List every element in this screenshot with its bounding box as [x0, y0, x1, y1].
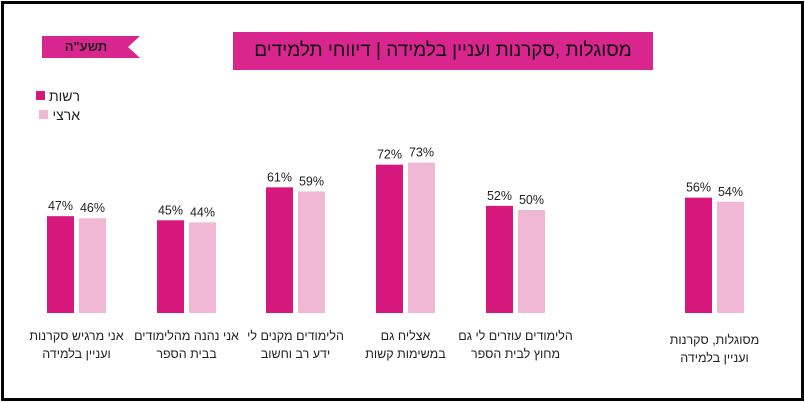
bar-arzi: [79, 218, 106, 313]
category-label: אני מרגיש סקרנות ועניין בלמידה: [17, 327, 137, 363]
category-label-line: ידע רב וחשוב: [260, 347, 331, 361]
legend-label: רשות: [49, 87, 81, 104]
bar-rashut: [685, 197, 712, 313]
year-tag: תשע"ה: [42, 36, 140, 58]
year-label: תשע"ה: [64, 39, 108, 54]
legend-swatch: [39, 110, 49, 119]
bar-arzi: [518, 210, 545, 313]
category-label-line: אני נהנה מהלימודים: [134, 329, 239, 343]
bar-rashut: [376, 164, 403, 313]
category-label: הלימודים מקנים לי ידע רב וחשוב: [236, 327, 356, 363]
category-label-line: אצליח גם: [380, 329, 431, 343]
bar-arzi: [717, 201, 744, 313]
chart-title: מסוגלות ,סקרנות ועניין בלמידה | דיווחי ת…: [233, 32, 653, 70]
data-label: 44%: [190, 205, 215, 219]
bar-rashut: [266, 187, 293, 313]
data-label: 73%: [409, 146, 434, 160]
category-label: מסוגלות, סקרנות ועניין בלמידה: [655, 331, 775, 367]
bar-rashut: [486, 205, 513, 313]
category-label: הלימודים עוזרים לי גם מחוץ לבית הספר: [456, 327, 576, 363]
data-label: 46%: [80, 201, 105, 215]
category-label-line: הלימודים עוזרים לי גם: [458, 329, 573, 343]
category-label-line: ועניין בלמידה: [42, 347, 111, 361]
legend-item-rashut: רשות: [36, 86, 80, 105]
data-label: 50%: [519, 193, 544, 207]
category-label-line: אני מרגיש סקרנות: [29, 329, 124, 343]
bar-arzi: [408, 162, 435, 313]
ribbon-shape: [42, 36, 140, 58]
category-label-line: מסוגלות, סקרנות: [669, 333, 760, 347]
data-label: 45%: [158, 203, 183, 217]
legend-label: ארצי: [52, 106, 81, 123]
data-label: 47%: [48, 199, 73, 213]
bar-rashut: [157, 220, 184, 313]
data-label: 61%: [267, 170, 292, 184]
data-label: 54%: [718, 185, 743, 199]
bar-rashut: [47, 216, 74, 313]
category-label-line: ועניין בלמידה: [680, 351, 749, 365]
category-label-line: הלימודים מקנים לי: [247, 329, 344, 343]
category-label-line: בבית הספר: [156, 347, 217, 361]
bar-arzi: [298, 191, 325, 313]
legend-item-arzi: ארצי: [36, 105, 80, 124]
data-label: 56%: [686, 181, 711, 195]
category-label: אצליח גם במשימות קשות: [346, 327, 466, 363]
data-label: 59%: [299, 174, 324, 188]
legend-swatch: [36, 91, 45, 100]
category-label: אני נהנה מהלימודים בבית הספר: [127, 327, 247, 363]
bar-arzi: [189, 222, 216, 313]
category-label-line: מחוץ לבית הספר: [470, 347, 561, 361]
data-label: 72%: [377, 148, 402, 162]
data-label: 52%: [487, 189, 512, 203]
category-label-line: במשימות קשות: [365, 347, 446, 361]
legend: רשות ארצי: [36, 86, 80, 124]
